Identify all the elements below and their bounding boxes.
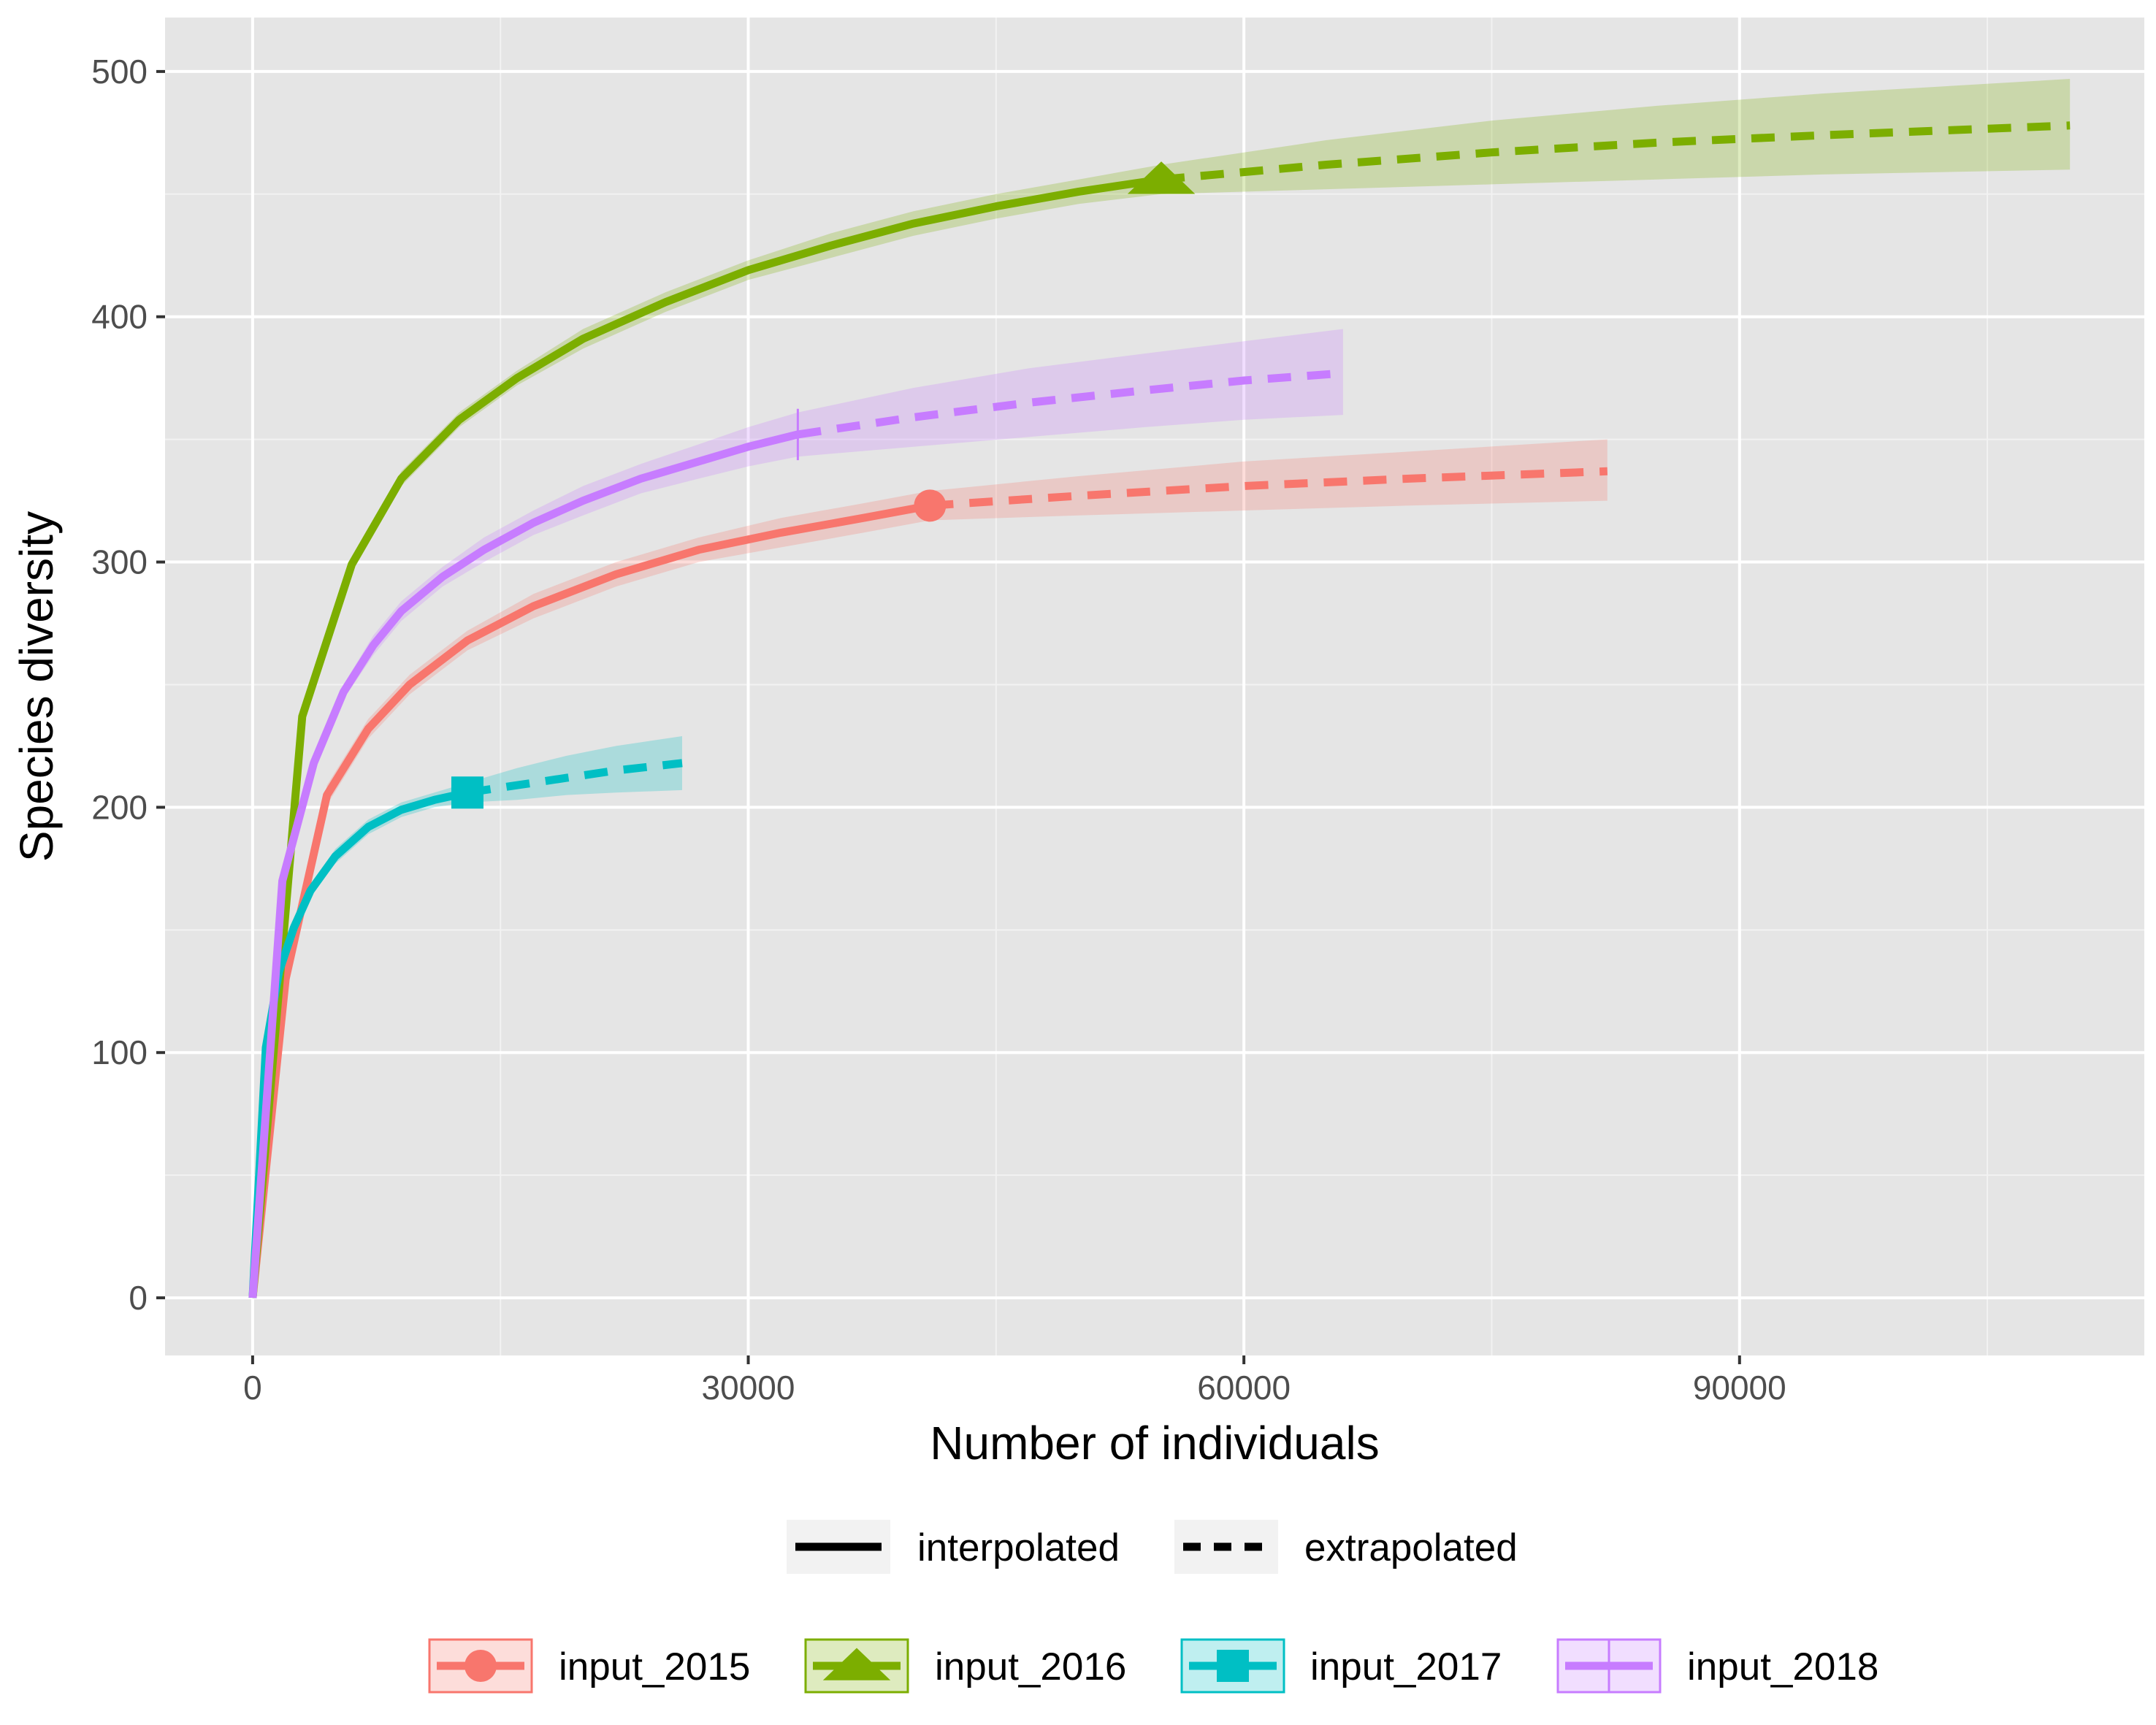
observed-point-input_2017 (451, 776, 483, 809)
y-tick-label: 300 (91, 543, 148, 581)
series-key-marker-input_2016 (822, 1648, 891, 1680)
panel-background (165, 18, 2144, 1355)
series-key-marker-input_2015 (465, 1650, 497, 1682)
observed-markers (451, 161, 1196, 809)
linetype-label-interpolated: interpolated (917, 1526, 1120, 1569)
series-label-input_2017: input_2017 (1310, 1645, 1502, 1688)
y-tick-label: 100 (91, 1033, 148, 1071)
extrapolated-line-input_2018 (797, 369, 1344, 439)
extrapolated-line-input_2017 (467, 759, 683, 797)
linetype-legend: interpolated extrapolated (787, 1520, 1518, 1574)
x-tick-label: 30000 (702, 1369, 795, 1407)
observed-point-input_2015 (914, 489, 947, 522)
interpolated-line-input_2018 (248, 430, 799, 1298)
extrapolated-line-input_2016 (1161, 121, 2071, 184)
series-label-input_2015: input_2015 (559, 1645, 750, 1688)
series-key-marker-input_2017 (1217, 1650, 1249, 1682)
series-label-input_2016: input_2016 (935, 1645, 1126, 1688)
interpolated-line-input_2016 (248, 175, 1162, 1298)
series-label-input_2018: input_2018 (1687, 1645, 1878, 1688)
x-axis-title: Number of individuals (930, 1417, 1379, 1469)
series-legend: input_2015 input_2016 input_2017 input_2018 (428, 1638, 1878, 1694)
x-tick-label: 90000 (1693, 1369, 1786, 1407)
linetype-label-extrapolated: extrapolated (1304, 1526, 1518, 1569)
major-gridlines (165, 18, 2144, 1355)
minor-gridlines (165, 18, 2144, 1355)
observed-point-input_2016 (1127, 161, 1196, 194)
y-tick-label: 500 (91, 53, 148, 91)
y-axis-title: Species diversity (10, 511, 63, 862)
y-tick-label: 0 (129, 1279, 148, 1317)
y-tick-label: 400 (91, 298, 148, 336)
series-lines (248, 121, 2071, 1298)
y-tick-label: 200 (91, 788, 148, 826)
y-axis-ticks: 0 100 200 300 400 500 (91, 53, 165, 1317)
x-tick-label: 0 (243, 1369, 262, 1407)
x-axis-ticks: 0 30000 60000 90000 (243, 1355, 1786, 1407)
interpolated-line-input_2015 (248, 501, 931, 1298)
x-tick-label: 60000 (1197, 1369, 1291, 1407)
extrapolated-line-input_2015 (930, 467, 1608, 510)
